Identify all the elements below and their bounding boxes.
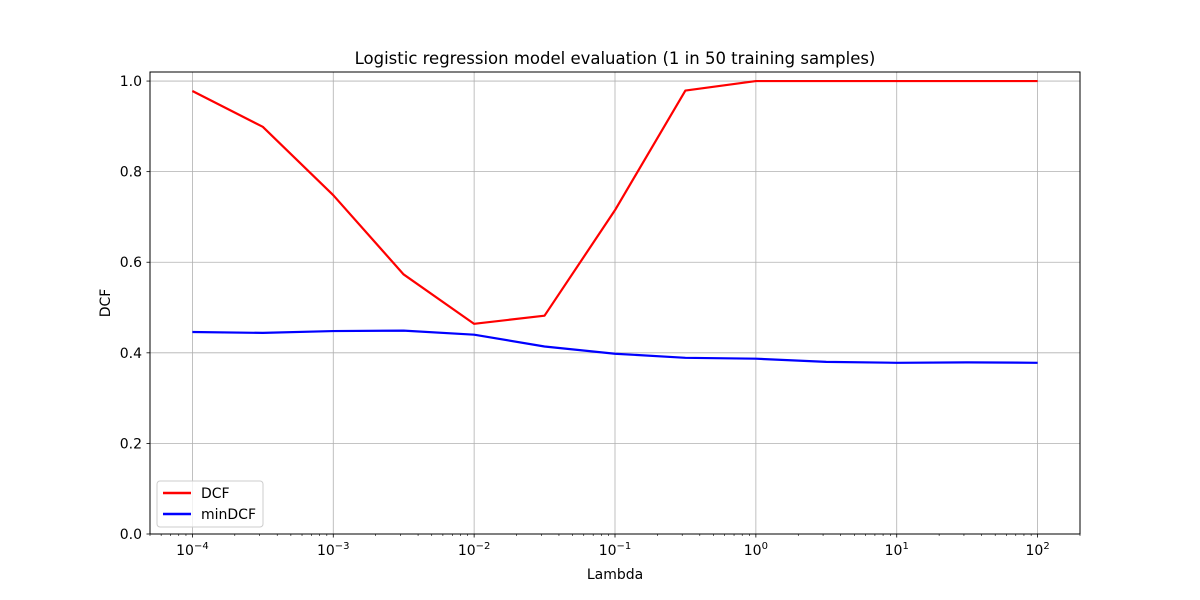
x-tick-label: 10−2 — [458, 541, 491, 559]
y-tick-label: 0.8 — [120, 165, 142, 181]
y-tick-label: 0.6 — [120, 255, 142, 271]
y-tick-label: 1.0 — [120, 74, 142, 90]
x-tick-label: 100 — [744, 541, 768, 559]
x-tick-label: 10−1 — [599, 541, 632, 559]
y-axis-label: DCF — [98, 289, 114, 318]
x-axis-label: Lambda — [587, 567, 643, 583]
series-line-mindcf — [192, 329, 1038, 364]
x-tick-label: 10−4 — [176, 541, 209, 559]
series-line-dcf — [191, 79, 1038, 325]
y-tick-label: 0.2 — [120, 436, 142, 452]
legend: DCF minDCF — [156, 480, 264, 528]
x-axis: 10−4 10−3 10−2 10−1 100 101 102 — [149, 534, 1081, 559]
x-tick-label: 10−3 — [317, 541, 350, 559]
y-tick-label: 0.4 — [120, 346, 142, 362]
series-lines — [191, 79, 1038, 364]
legend-label-dcf: DCF — [201, 486, 230, 502]
x-tick-label: 101 — [885, 541, 909, 559]
y-axis: 0.0 0.2 0.4 0.6 0.8 1.0 — [120, 74, 150, 543]
legend-label-mindcf: minDCF — [201, 507, 256, 523]
y-tick-label: 0.0 — [120, 527, 142, 543]
chart-title: Logistic regression model evaluation (1 … — [355, 49, 876, 68]
x-tick-label: 102 — [1025, 541, 1049, 559]
